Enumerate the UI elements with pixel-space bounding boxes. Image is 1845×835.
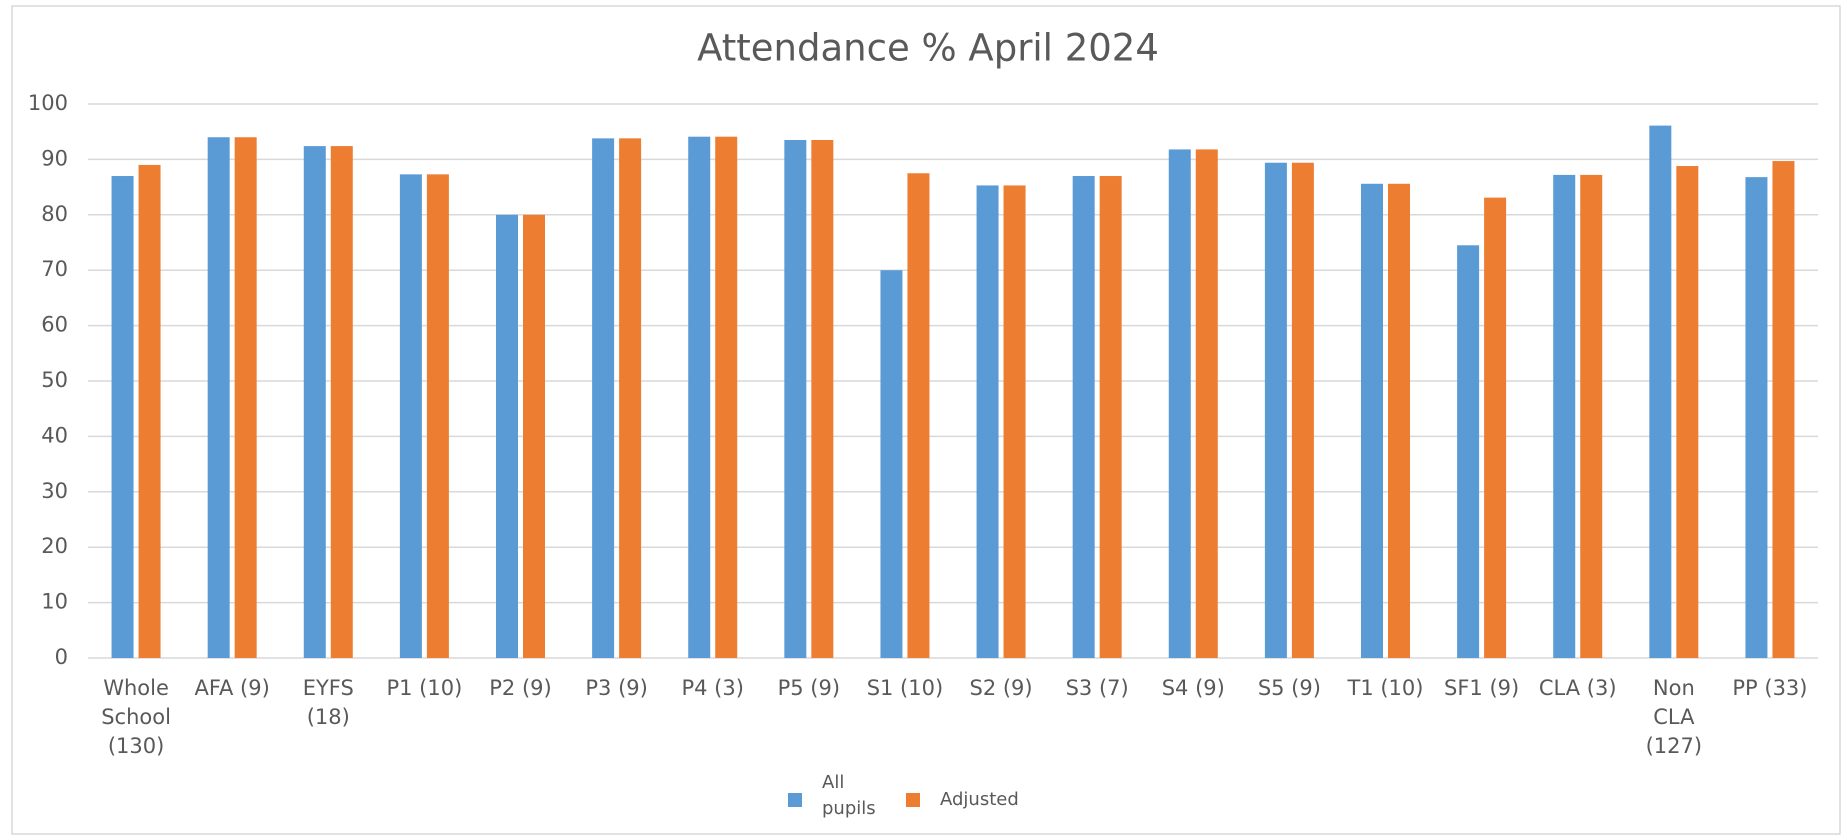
x-tick-label: S5 (9) <box>1258 676 1321 700</box>
bar <box>592 138 615 658</box>
bar <box>234 137 257 659</box>
y-tick-label: 30 <box>41 479 68 503</box>
legend-label: All pupils <box>822 772 876 819</box>
bar <box>1580 174 1603 659</box>
x-tick-label: Non CLA (127) <box>1646 676 1702 758</box>
x-tick-label: S1 (10) <box>867 676 943 700</box>
bar <box>138 164 161 658</box>
x-tick-label: P4 (3) <box>681 676 743 700</box>
x-tick-label: P5 (9) <box>778 676 840 700</box>
x-tick-label: S4 (9) <box>1162 676 1225 700</box>
bar <box>111 176 134 658</box>
bar <box>811 140 834 658</box>
legend-swatch <box>788 793 802 807</box>
x-tick-label: CLA (3) <box>1539 676 1617 700</box>
bar <box>1168 149 1191 659</box>
bar <box>523 214 545 659</box>
x-tick-label: PP (33) <box>1732 676 1807 700</box>
bar <box>1388 183 1410 658</box>
bar <box>619 138 642 658</box>
legend-swatch <box>906 793 920 807</box>
bar <box>1772 161 1795 658</box>
bar <box>688 136 711 658</box>
bar <box>1676 166 1699 658</box>
bar <box>1553 174 1576 659</box>
bar <box>1361 183 1383 658</box>
bar <box>496 214 518 659</box>
x-tick-label: Whole School (130) <box>101 676 171 758</box>
y-tick-label: 80 <box>41 202 68 226</box>
bar <box>1072 176 1095 658</box>
y-tick-label: 20 <box>41 534 68 558</box>
bar <box>1457 245 1480 658</box>
y-tick-label: 10 <box>41 590 68 614</box>
y-tick-label: 0 <box>55 645 68 669</box>
x-tick-label: S2 (9) <box>969 676 1032 700</box>
bar <box>426 174 449 658</box>
bar <box>330 146 353 658</box>
x-tick-label: T1 (10) <box>1347 676 1424 700</box>
x-tick-label: AFA (9) <box>195 676 270 700</box>
y-tick-label: 50 <box>41 368 68 392</box>
bar <box>399 174 422 658</box>
bar <box>1745 177 1768 659</box>
legend-label: Adjusted <box>940 789 1019 810</box>
bar <box>1003 185 1026 659</box>
bar <box>1291 162 1314 658</box>
y-tick-label: 100 <box>28 91 68 115</box>
bar <box>784 140 807 658</box>
chart-title: Attendance % April 2024 <box>697 27 1159 70</box>
bar <box>715 136 738 658</box>
bar <box>1484 197 1507 658</box>
x-tick-label: P1 (10) <box>386 676 462 700</box>
y-tick-label: 60 <box>41 313 68 337</box>
y-tick-label: 70 <box>41 257 68 281</box>
bar <box>207 137 230 659</box>
x-tick-label: P2 (9) <box>489 676 551 700</box>
bar <box>976 185 999 659</box>
bar <box>1195 149 1218 659</box>
bar <box>303 146 326 658</box>
x-tick-label: P3 (9) <box>585 676 647 700</box>
x-tick-label: SF1 (9) <box>1444 676 1519 700</box>
x-tick-label: S3 (7) <box>1066 676 1129 700</box>
bar <box>907 173 930 658</box>
bar <box>1264 162 1287 658</box>
bar <box>1649 125 1672 658</box>
y-tick-label: 40 <box>41 423 68 447</box>
x-tick-label: EYFS (18) <box>303 676 354 729</box>
bar <box>880 270 903 658</box>
bar <box>1099 176 1122 658</box>
y-tick-label: 90 <box>41 146 68 170</box>
